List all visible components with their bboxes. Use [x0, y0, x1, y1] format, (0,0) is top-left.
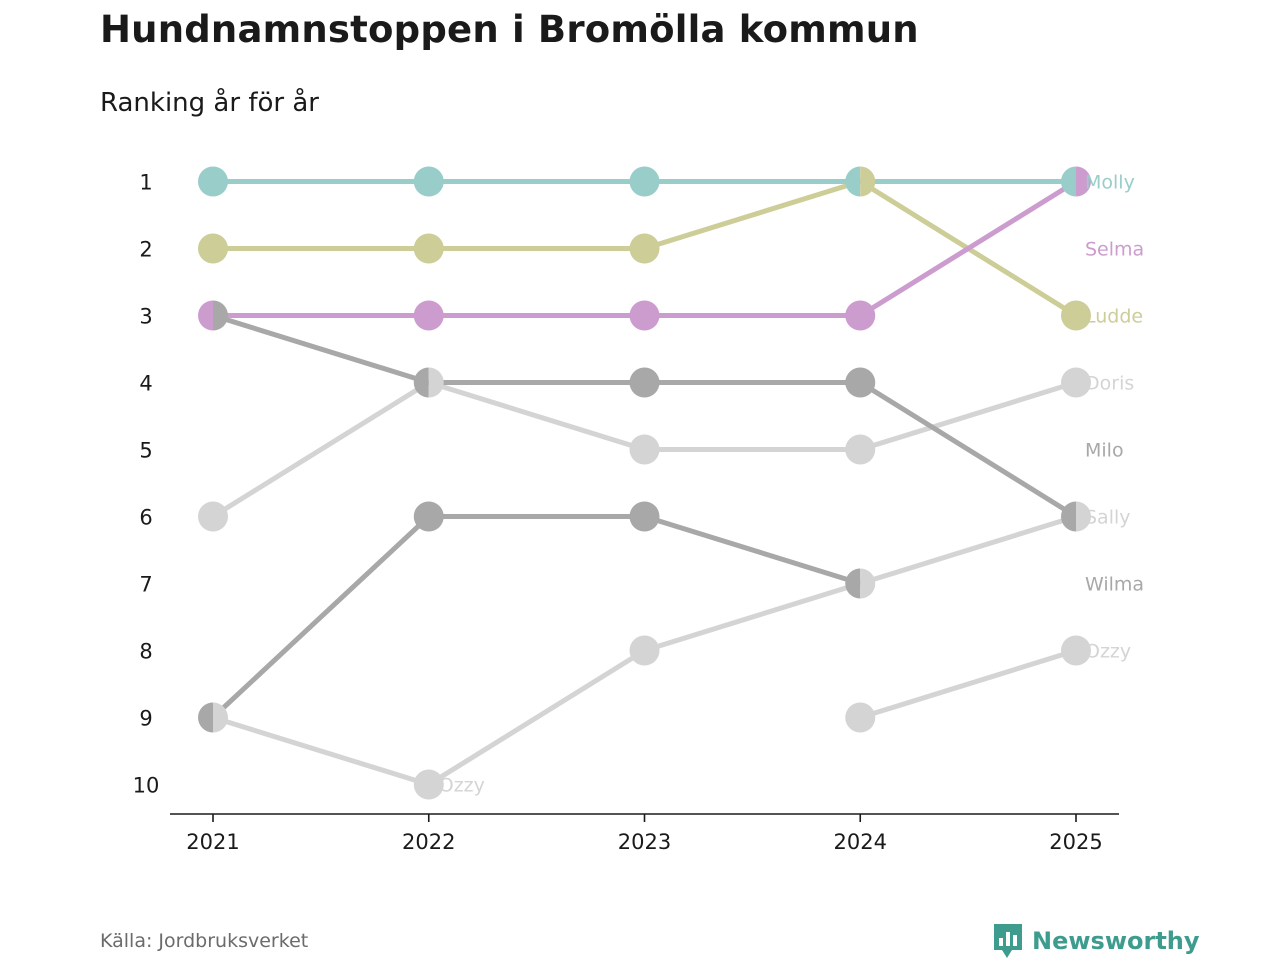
point-sally-2024	[860, 568, 876, 599]
point-milo-2023	[629, 367, 660, 398]
y-tick-label-10: 10	[133, 774, 160, 798]
point-molly-2025	[1061, 166, 1076, 197]
y-tick-label-7: 7	[139, 573, 152, 597]
y-tick-label-8: 8	[139, 640, 152, 664]
point-milo-2025	[1061, 501, 1076, 532]
source-note: Källa: Jordbruksverket	[100, 930, 309, 952]
brand-name: Newsworthy	[1032, 927, 1200, 955]
x-tick-label-2023: 2023	[618, 830, 671, 854]
point-selma-2024	[845, 300, 876, 331]
point-sally-2021	[213, 702, 229, 733]
point-doris-2022	[428, 367, 444, 398]
bump-chart: 1 2 3 4 5 6 7 8 9 10 2021 2022 2023 2024 2025 Ozzy Sally…	[133, 166, 1144, 854]
point-ozzy-2025	[1061, 635, 1091, 666]
point-wilma-2023	[629, 501, 660, 532]
y-tick-label-6: 6	[139, 506, 152, 530]
y-tick-label-1: 1	[139, 171, 152, 195]
end-label-milo: Milo	[1085, 440, 1124, 462]
series-line-wilma	[211, 514, 861, 720]
end-label-selma: Selma	[1085, 239, 1144, 261]
point-ludde-2022	[413, 233, 444, 264]
newsworthy-icon	[994, 924, 1022, 958]
series-line-ozzy	[859, 648, 1077, 720]
end-label-wilma: Wilma	[1085, 574, 1144, 596]
point-milo-2021	[213, 300, 229, 331]
brand-logo[interactable]: Newsworthy	[992, 922, 1200, 960]
y-tick-label-2: 2	[139, 238, 152, 262]
point-doris-2023	[629, 434, 660, 465]
end-label-ozzy: Ozzy	[1085, 641, 1131, 663]
end-label-doris: Doris	[1085, 373, 1134, 395]
point-wilma-2024	[845, 568, 861, 599]
point-sally-2022	[413, 769, 444, 800]
end-label-molly: Molly	[1085, 172, 1135, 194]
inline-label-ozzy: Ozzy	[439, 775, 485, 797]
point-wilma-2022	[413, 501, 444, 532]
point-selma-2023	[629, 300, 660, 331]
chart-subtitle: Ranking år för år	[100, 88, 319, 118]
point-ludde-2023	[629, 233, 660, 264]
point-ludde-2024	[860, 166, 876, 197]
point-selma-2025	[1076, 166, 1091, 197]
point-ludde-2021	[198, 233, 228, 264]
point-selma-2022	[413, 300, 444, 331]
y-tick-label-5: 5	[139, 439, 152, 463]
x-tick-label-2025: 2025	[1049, 830, 1102, 854]
point-ozzy-2024	[845, 702, 876, 733]
point-ludde-2025	[1061, 300, 1091, 331]
point-molly-2022	[413, 166, 444, 197]
y-tick-label-3: 3	[139, 305, 152, 329]
point-doris-2021	[198, 501, 228, 532]
point-molly-2023	[629, 166, 660, 197]
point-sally-2025	[1076, 501, 1091, 532]
x-tick-label-2024: 2024	[834, 830, 887, 854]
point-doris-2025	[1061, 367, 1091, 398]
chart-title: Hundnamnstoppen i Bromölla kommun	[100, 8, 919, 51]
point-doris-2024	[845, 434, 876, 465]
series-line-milo	[212, 313, 1078, 519]
point-milo-2022	[413, 367, 429, 398]
point-sally-2023	[629, 635, 660, 666]
point-wilma-2021	[198, 702, 213, 733]
x-tick-label-2022: 2022	[402, 830, 455, 854]
x-tick-label-2021: 2021	[186, 830, 239, 854]
point-molly-2024	[845, 166, 861, 197]
y-tick-label-4: 4	[139, 372, 152, 396]
y-tick-label-9: 9	[139, 707, 152, 731]
point-selma-2021	[198, 300, 213, 331]
point-molly-2021	[198, 166, 228, 197]
end-label-sally: Sally	[1085, 507, 1131, 529]
point-milo-2024	[845, 367, 876, 398]
end-label-ludde: Ludde	[1085, 306, 1143, 328]
